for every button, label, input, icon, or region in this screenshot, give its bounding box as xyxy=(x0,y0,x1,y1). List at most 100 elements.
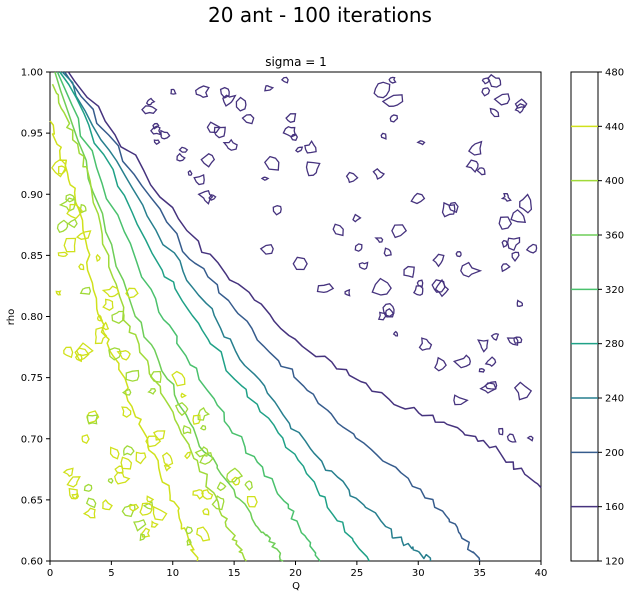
colorbar: 120 160 200 240 280 320 360 400 440 480 xyxy=(570,68,624,568)
contour-island xyxy=(75,230,92,240)
colorbar-tick-label: 120 xyxy=(605,557,624,568)
contour-island xyxy=(150,520,159,528)
contour-island xyxy=(147,388,157,395)
contour-island xyxy=(174,402,189,417)
contour-island xyxy=(498,427,504,436)
y-tick-label: 0.90 xyxy=(21,190,43,201)
contour-island xyxy=(202,508,210,516)
colorbar-tick-label: 160 xyxy=(605,502,624,513)
contour-island xyxy=(139,502,153,516)
contour-line-240 xyxy=(61,71,432,562)
contour-island xyxy=(272,205,282,216)
contour-island xyxy=(285,113,297,124)
y-tick-label: 0.65 xyxy=(21,495,43,506)
contour-island xyxy=(184,451,192,460)
contour-island xyxy=(160,129,171,140)
x-tick-label: 5 xyxy=(108,568,114,579)
contour-island xyxy=(111,310,125,324)
contour-island xyxy=(141,105,158,115)
contour-island xyxy=(192,414,201,425)
contour-island xyxy=(513,381,533,401)
contour-island xyxy=(481,77,491,85)
contour-island xyxy=(391,224,408,239)
contour-island xyxy=(448,201,459,214)
contour-island xyxy=(197,190,214,205)
contour-island xyxy=(222,94,237,107)
contour-island xyxy=(493,93,511,106)
y-tick-label: 0.80 xyxy=(21,312,43,323)
contour-island xyxy=(418,337,433,351)
contour-island xyxy=(416,140,426,146)
colorbar-tick-label: 360 xyxy=(605,231,624,242)
contour-island xyxy=(506,433,517,443)
x-tick-label: 20 xyxy=(289,568,302,579)
contour-island xyxy=(383,247,392,257)
contour-island xyxy=(479,382,497,394)
contour-island xyxy=(526,435,534,442)
contour-island xyxy=(441,201,456,218)
contour-line-280 xyxy=(59,71,370,562)
contour-island xyxy=(101,285,120,298)
contour-island xyxy=(83,483,93,492)
contour-island xyxy=(63,237,77,253)
x-tick-label: 25 xyxy=(351,568,364,579)
contour-island xyxy=(55,290,62,296)
contour-island xyxy=(78,263,85,271)
contour-island xyxy=(213,126,226,139)
contour-island xyxy=(102,499,113,511)
contour-island xyxy=(263,155,280,171)
contour-island xyxy=(372,168,386,180)
contour-island xyxy=(465,159,479,173)
contour-island xyxy=(95,253,101,263)
contour-island xyxy=(192,489,204,500)
contour-island xyxy=(374,237,384,243)
contour-island xyxy=(434,356,447,372)
contour-island xyxy=(170,88,177,95)
contour-island xyxy=(416,279,424,288)
x-tick-label: 40 xyxy=(535,568,548,579)
x-tick-label: 30 xyxy=(412,568,425,579)
contour-island xyxy=(403,265,415,279)
contour-island xyxy=(135,451,147,465)
contour-island xyxy=(57,165,67,175)
contour-island xyxy=(120,456,133,470)
colorbar-tick-label: 480 xyxy=(605,68,624,79)
contour-island xyxy=(113,471,131,485)
contour-island xyxy=(244,480,253,491)
contour-island xyxy=(114,465,124,474)
contour-island xyxy=(507,236,521,252)
x-axis: 0 5 10 15 20 25 30 35 40 xyxy=(47,561,548,579)
contour-island xyxy=(294,146,304,153)
contour-island xyxy=(476,167,486,176)
contour-island xyxy=(382,303,395,318)
contour-island xyxy=(453,394,469,406)
contour-island xyxy=(56,219,69,233)
contour-island xyxy=(86,410,100,424)
contour-island xyxy=(226,467,244,483)
contour-island xyxy=(481,87,491,97)
contour-island xyxy=(200,153,216,168)
contour-island xyxy=(235,96,247,112)
x-tick-label: 0 xyxy=(47,568,53,579)
contour-island xyxy=(514,98,528,109)
contour-island xyxy=(187,169,193,176)
contour-island xyxy=(63,346,74,359)
contour-island xyxy=(65,193,75,203)
contour-island xyxy=(145,435,162,448)
contour-island xyxy=(66,203,83,220)
contour-island xyxy=(222,138,238,151)
contour-island xyxy=(139,533,146,542)
contour-island xyxy=(516,299,523,307)
contour-island xyxy=(121,406,132,418)
contour-island xyxy=(373,81,391,99)
contour-island xyxy=(197,407,211,421)
contour-island xyxy=(352,213,362,223)
contour-island xyxy=(85,497,97,509)
contour-island xyxy=(304,139,317,154)
contour-island xyxy=(182,425,192,435)
contour-island xyxy=(86,414,99,425)
contour-island xyxy=(171,370,186,387)
contour-island xyxy=(152,430,166,441)
contour-island xyxy=(67,218,78,229)
contour-island xyxy=(484,356,497,367)
